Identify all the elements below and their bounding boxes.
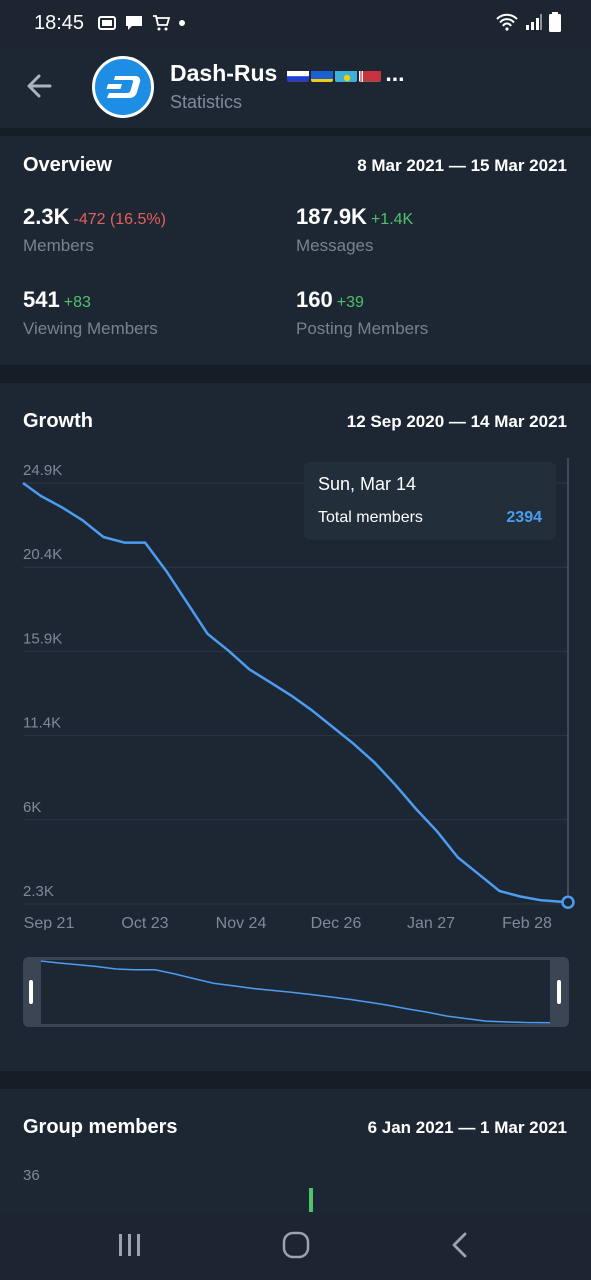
- navigator-series-line: [40, 960, 551, 1024]
- tooltip-value: 2394: [506, 509, 542, 526]
- wifi-icon: [496, 13, 518, 31]
- chart-grid: [23, 482, 568, 905]
- status-notification-icons: [98, 14, 186, 32]
- chart-y-axis: 24.9K 20.4K 15.9K 11.4K 6K 2.3K: [23, 462, 62, 900]
- app-subtitle: Statistics: [170, 92, 243, 112]
- group-members-y-tick: 36: [23, 1167, 40, 1184]
- avatar[interactable]: [92, 56, 154, 118]
- chart-range-navigator[interactable]: [23, 957, 569, 1027]
- signal-icon: [526, 14, 542, 30]
- y-tick-label: 2.3K: [23, 883, 54, 900]
- flag-ua-icon: [311, 66, 334, 82]
- stat-viewing-label: Viewing Members: [23, 319, 158, 338]
- stat-posting-delta: +39: [336, 294, 364, 311]
- flag-ru-icon: [287, 66, 310, 82]
- stat-viewing-value: 541: [23, 287, 60, 312]
- overview-title: Overview: [23, 154, 112, 176]
- overview-range: 8 Mar 2021 — 15 Mar 2021: [357, 156, 567, 175]
- back-arrow-icon[interactable]: [22, 68, 58, 104]
- stat-members: 2.3K -472 (16.5%) Members: [23, 204, 166, 256]
- chart-tooltip: Sun, Mar 14 Total members 2394: [304, 462, 556, 540]
- growth-chart[interactable]: 24.9K 20.4K 15.9K 11.4K 6K 2.3K Sep 21 Oct 23 N…: [0, 450, 591, 930]
- stat-messages: 187.9K +1.4K Messages: [296, 204, 413, 256]
- tooltip-series-name: Total members: [318, 509, 423, 526]
- tooltip-date: Sun, Mar 14: [318, 474, 417, 494]
- x-tick-label: Feb 28: [502, 915, 552, 930]
- status-time: 18:45: [34, 12, 85, 34]
- stat-members-label: Members: [23, 236, 94, 255]
- x-tick-label: Jan 27: [407, 915, 455, 930]
- dash-logo-icon: [106, 76, 141, 98]
- system-nav-bar: [0, 1212, 591, 1280]
- overview-card: Overview 8 Mar 2021 — 15 Mar 2021 2.3K -4…: [0, 136, 591, 365]
- flags: [287, 66, 382, 82]
- back-nav-icon[interactable]: [446, 1230, 476, 1260]
- chat-title-text: Dash-Rus: [170, 60, 278, 86]
- stat-members-delta: -472 (16.5%): [73, 211, 166, 228]
- x-tick-label: Sep 21: [24, 915, 75, 930]
- stat-viewing: 541 +83 Viewing Members: [23, 287, 158, 339]
- group-members-range: 6 Jan 2021 — 1 Mar 2021: [367, 1118, 567, 1137]
- navigator-left-handle[interactable]: [29, 980, 33, 1004]
- stat-members-value: 2.3K: [23, 204, 70, 229]
- stat-messages-delta: +1.4K: [370, 211, 414, 228]
- group-members-title: Group members: [23, 1116, 178, 1138]
- growth-range: 12 Sep 2020 — 14 Mar 2021: [346, 412, 567, 431]
- flag-kz-icon: [335, 66, 358, 82]
- status-bar: 18:45: [0, 0, 591, 46]
- chat-icon: [126, 16, 142, 30]
- y-tick-label: 11.4K: [23, 715, 61, 732]
- app-bar: Dash-Rus ... Statistics: [0, 46, 591, 128]
- stat-posting-value: 160: [296, 287, 333, 312]
- y-tick-label: 24.9K: [23, 462, 62, 479]
- title-ellipsis: ...: [385, 60, 405, 86]
- y-tick-label: 15.9K: [23, 630, 62, 647]
- stat-messages-label: Messages: [296, 236, 374, 255]
- battery-icon: [549, 12, 561, 32]
- y-tick-label: 20.4K: [23, 546, 62, 563]
- navigator-right-handle[interactable]: [557, 980, 561, 1004]
- status-system-icons: [495, 12, 561, 32]
- y-tick-label: 6K: [23, 799, 41, 816]
- chart-cursor-point: [561, 895, 575, 909]
- cart-icon: [153, 15, 170, 31]
- home-icon[interactable]: [281, 1230, 311, 1260]
- x-tick-label: Oct 23: [121, 915, 168, 930]
- x-tick-label: Dec 26: [311, 915, 362, 930]
- series-line-total-members: [22, 481, 569, 904]
- gb-icon: [98, 16, 116, 30]
- recents-icon[interactable]: [115, 1230, 145, 1260]
- stat-viewing-delta: +83: [63, 294, 91, 311]
- stat-messages-value: 187.9K: [296, 204, 367, 229]
- dot-icon: [179, 20, 185, 26]
- growth-title: Growth: [23, 410, 93, 432]
- stat-posting: 160 +39 Posting Members: [296, 287, 428, 339]
- chat-title: Dash-Rus ...: [170, 60, 405, 87]
- chart-x-axis: Sep 21 Oct 23 Nov 24 Dec 26 Jan 27 Feb 28: [24, 915, 552, 930]
- stat-posting-label: Posting Members: [296, 319, 429, 338]
- group-members-bar: [309, 1188, 313, 1212]
- flag-by-icon: [359, 66, 382, 82]
- x-tick-label: Nov 24: [216, 915, 267, 930]
- group-members-card: Group members 6 Jan 2021 — 1 Mar 2021 36: [0, 1089, 591, 1212]
